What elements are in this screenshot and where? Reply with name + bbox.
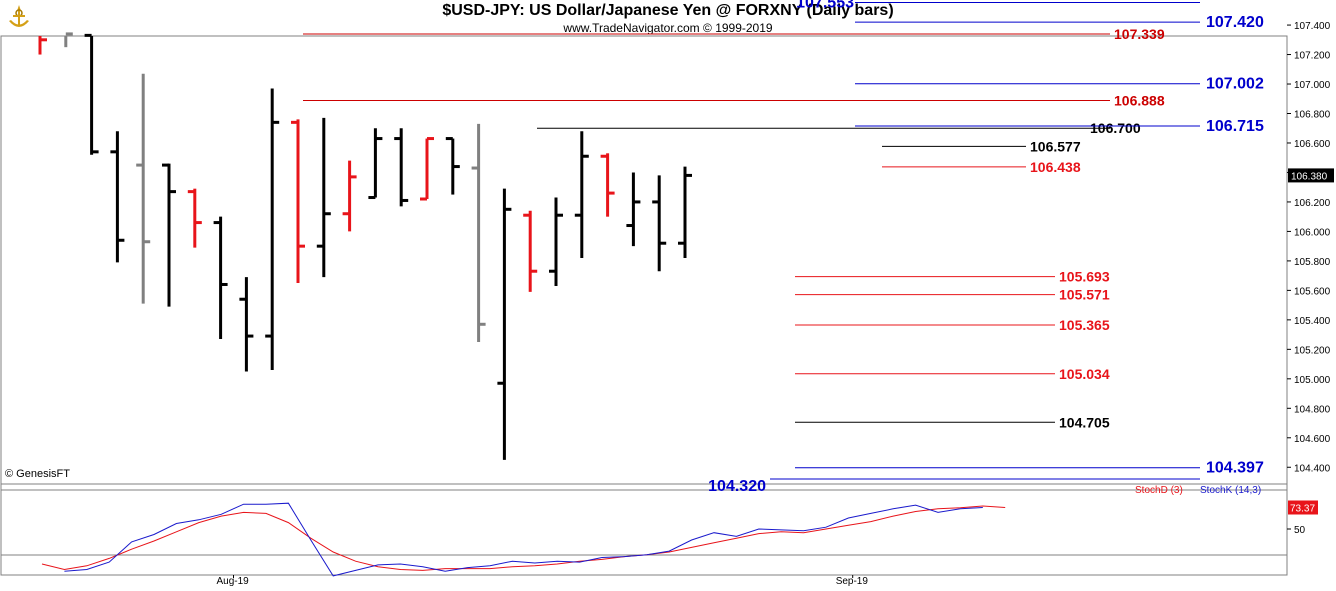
level-label: 107.553 [796, 0, 854, 12]
level-label: 104.397 [1206, 460, 1264, 477]
last-price-box [1288, 168, 1334, 183]
y-tick-label: 107.400 [1294, 21, 1331, 32]
y-tick-label: 104.400 [1294, 463, 1331, 474]
stoch-tick-label: 50 [1294, 525, 1306, 536]
stoch-k-line [64, 502, 983, 577]
chart-header: $USD-JPY: US Dollar/Japanese Yen @ FORXN… [0, 0, 1336, 36]
y-tick-label: 105.000 [1294, 375, 1331, 386]
level-label: 106.438 [1030, 159, 1081, 175]
y-tick-label: 107.600 [1294, 0, 1331, 3]
level-label: 105.571 [1059, 287, 1110, 303]
y-tick-label: 106.800 [1294, 110, 1331, 121]
y-tick-label: 106.600 [1294, 139, 1331, 150]
y-tick-label: 105.400 [1294, 316, 1331, 327]
chart-subtitle: www.TradeNavigator.com © 1999-2019 [563, 21, 773, 35]
y-tick-label: 104.800 [1294, 404, 1331, 415]
level-label: 105.034 [1059, 366, 1110, 382]
y-tick-label: 105.600 [1294, 286, 1331, 297]
y-tick-label: 105.800 [1294, 257, 1331, 268]
level-label: 107.339 [1114, 26, 1165, 42]
level-label: 107.002 [1206, 76, 1264, 93]
level-label: 104.705 [1059, 414, 1110, 430]
y-tick-label: 106.000 [1294, 227, 1331, 238]
chart-title: $USD-JPY: US Dollar/Japanese Yen @ FORXN… [442, 2, 894, 19]
level-label: 106.577 [1030, 138, 1081, 154]
last-price-label: 106.380 [1291, 171, 1328, 182]
y-tick-label: 105.200 [1294, 345, 1331, 356]
legend-stoch-d: StochD (3) [1135, 485, 1183, 496]
level-label: 104.320 [708, 478, 766, 495]
y-tick-label: 106.200 [1294, 198, 1331, 209]
copyright-label: © GenesisFT [5, 468, 70, 480]
y-tick-label: 107.200 [1294, 51, 1331, 62]
level-label: 105.365 [1059, 317, 1110, 333]
x-tick-label: Aug-19 [217, 576, 250, 587]
y-tick-label: 107.000 [1294, 80, 1331, 91]
stoch-last-box [1288, 500, 1318, 515]
x-tick-label: Sep-19 [836, 576, 869, 587]
stoch-panel-frame [0, 483, 1288, 576]
level-label: 106.715 [1206, 118, 1264, 135]
level-label: 106.888 [1114, 93, 1165, 109]
genesis-logo-icon [4, 3, 34, 33]
stoch-last-label: 73.37 [1290, 503, 1315, 514]
y-tick-label: 104.600 [1294, 434, 1331, 445]
level-label: 105.693 [1059, 269, 1110, 285]
level-label: 107.420 [1206, 14, 1264, 31]
legend-stoch-k: StochK (14,3) [1200, 485, 1261, 496]
level-label: 106.700 [1090, 120, 1141, 136]
stoch-d-line [41, 505, 1006, 571]
